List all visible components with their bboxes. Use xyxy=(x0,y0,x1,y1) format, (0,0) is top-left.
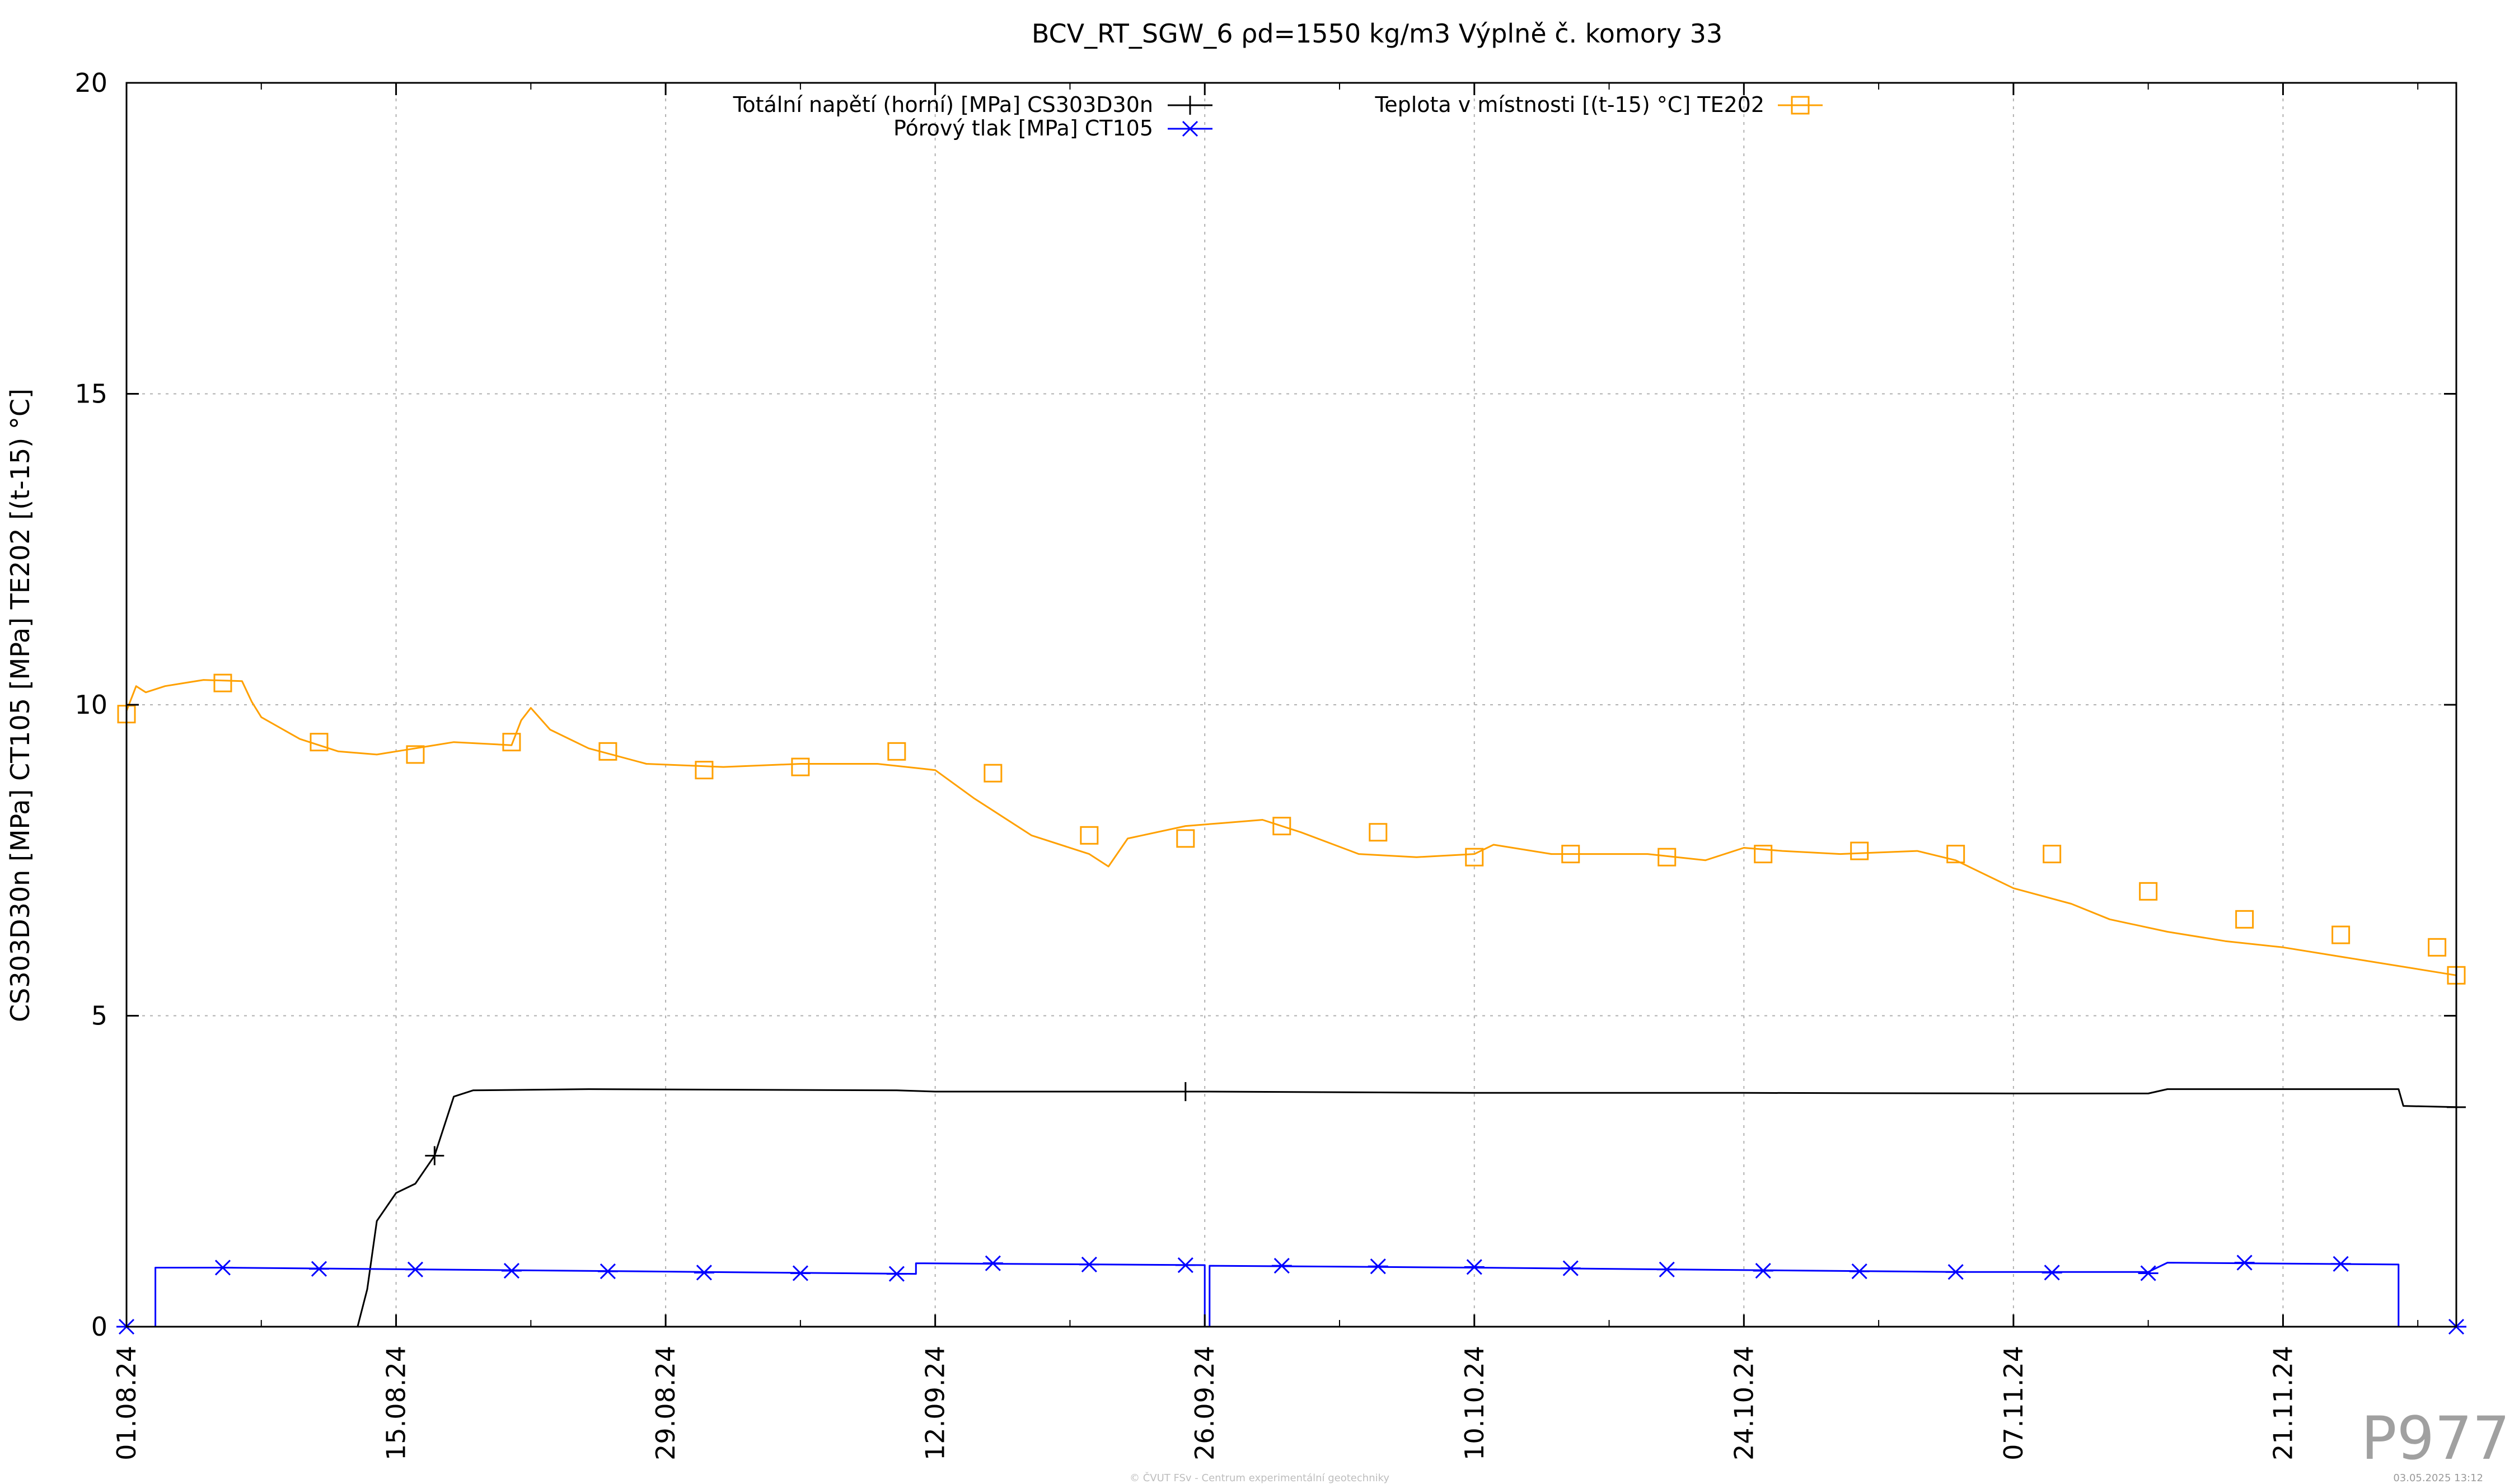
y-tick-label: 0 xyxy=(91,1312,107,1342)
series-line xyxy=(127,1088,2457,1328)
series-marker xyxy=(1465,848,1484,867)
series-marker xyxy=(406,745,425,764)
series-marker xyxy=(984,764,1003,783)
legend-label: Teplota v místnosti [(t-15) °C] TE202 xyxy=(1374,92,1764,117)
x-tick-label: 26.09.24 xyxy=(1190,1346,1220,1460)
footer-date: 03.05.2025 13:12 xyxy=(2393,1472,2483,1484)
series-marker xyxy=(1561,845,1580,864)
series-2 xyxy=(117,673,2466,985)
series-0 xyxy=(127,1082,2466,1328)
x-tick-labels: 01.08.24 15.08.24 29.08.24 12.09.24 26.09.24… xyxy=(111,1346,2298,1460)
legend-marker xyxy=(1791,96,1810,115)
footer-copyright: © ČVUT FSv - Centrum experimentální geot… xyxy=(1129,1472,1390,1484)
series-marker xyxy=(1272,817,1291,836)
series-marker xyxy=(790,1265,811,1281)
series-marker xyxy=(502,733,521,752)
x-tick-label: 24.10.24 xyxy=(1729,1346,1759,1460)
series-marker xyxy=(1946,845,1965,864)
series-marker xyxy=(1850,841,1869,860)
x-tick-label: 12.09.24 xyxy=(920,1346,951,1460)
series-marker xyxy=(425,1146,444,1165)
y-axis-label: CS303D30n [MPa] CT105 [MPa] TE202 [(t-15… xyxy=(5,388,35,1022)
series-marker xyxy=(598,742,617,761)
watermark: P977 xyxy=(2361,1404,2510,1473)
series-marker xyxy=(2235,910,2254,929)
legend-marker xyxy=(1180,120,1200,137)
legend-label: Pórový tlak [MPa] CT105 xyxy=(893,116,1153,141)
series-marker xyxy=(1271,1258,1292,1274)
series-marker xyxy=(1754,845,1773,864)
series-marker xyxy=(791,757,810,776)
x-tick-label: 01.08.24 xyxy=(111,1346,142,1460)
series-marker xyxy=(694,1265,714,1281)
series-marker xyxy=(2138,1265,2159,1281)
series-marker xyxy=(2330,1256,2351,1272)
series-marker xyxy=(597,1263,618,1280)
series-marker xyxy=(1175,1257,1196,1274)
series-marker xyxy=(1368,1258,1388,1275)
series-marker xyxy=(1658,848,1677,867)
series-marker xyxy=(1080,826,1099,845)
legend-label: Totální napětí (horní) [MPa] CS303D30n xyxy=(733,92,1153,117)
series-marker xyxy=(2042,1265,2062,1281)
axis-ticks xyxy=(125,82,2456,1328)
legend-marker xyxy=(1181,96,1200,115)
y-tick-labels: 0 5 10 15 20 xyxy=(74,68,107,1342)
series-marker xyxy=(887,742,906,761)
x-tick-label: 15.08.24 xyxy=(381,1346,411,1460)
x-tick-label: 21.11.24 xyxy=(2268,1346,2298,1460)
series-marker xyxy=(2234,1254,2255,1271)
series-marker xyxy=(1464,1259,1485,1275)
x-tick-label: 29.08.24 xyxy=(650,1346,681,1460)
legend: Totální napětí (horní) [MPa] CS303D30nPó… xyxy=(733,92,1823,141)
series-marker xyxy=(1753,1262,1773,1279)
series-marker xyxy=(405,1261,425,1277)
series-marker xyxy=(1560,1260,1581,1276)
series-marker xyxy=(695,761,714,780)
series-marker xyxy=(2428,938,2447,957)
y-tick-label: 15 xyxy=(74,379,107,409)
series-marker xyxy=(2043,845,2062,864)
series-marker xyxy=(1849,1263,1870,1280)
series-marker xyxy=(308,1261,329,1277)
grid xyxy=(126,83,2456,1327)
series-marker xyxy=(501,1262,522,1279)
y-tick-label: 5 xyxy=(91,1001,107,1031)
plot-frame xyxy=(125,82,2457,1328)
series-marker xyxy=(1369,823,1388,842)
series-marker xyxy=(1176,1082,1195,1102)
series-line xyxy=(125,679,2457,976)
series-1 xyxy=(116,1254,2466,1335)
chart-title: BCV_RT_SGW_6 ρd=1550 kg/m3 Výplně č. kom… xyxy=(1032,18,1722,49)
x-tick-label: 07.11.24 xyxy=(1998,1346,2029,1460)
x-tick-label: 10.10.24 xyxy=(1459,1346,1490,1460)
series-marker xyxy=(213,673,232,692)
series-marker xyxy=(982,1255,1003,1271)
series-marker xyxy=(886,1266,907,1282)
series-line xyxy=(127,1262,2456,1328)
series-marker xyxy=(2331,925,2351,944)
series-marker xyxy=(2139,882,2158,901)
series-marker xyxy=(1079,1256,1099,1272)
series-marker xyxy=(1656,1261,1677,1277)
y-tick-label: 20 xyxy=(74,68,107,98)
y-tick-label: 10 xyxy=(74,690,107,720)
series-marker xyxy=(212,1260,233,1276)
series-layer xyxy=(116,673,2466,1335)
series-marker xyxy=(310,733,329,752)
series-marker xyxy=(1945,1264,1966,1280)
series-marker xyxy=(1176,829,1195,848)
